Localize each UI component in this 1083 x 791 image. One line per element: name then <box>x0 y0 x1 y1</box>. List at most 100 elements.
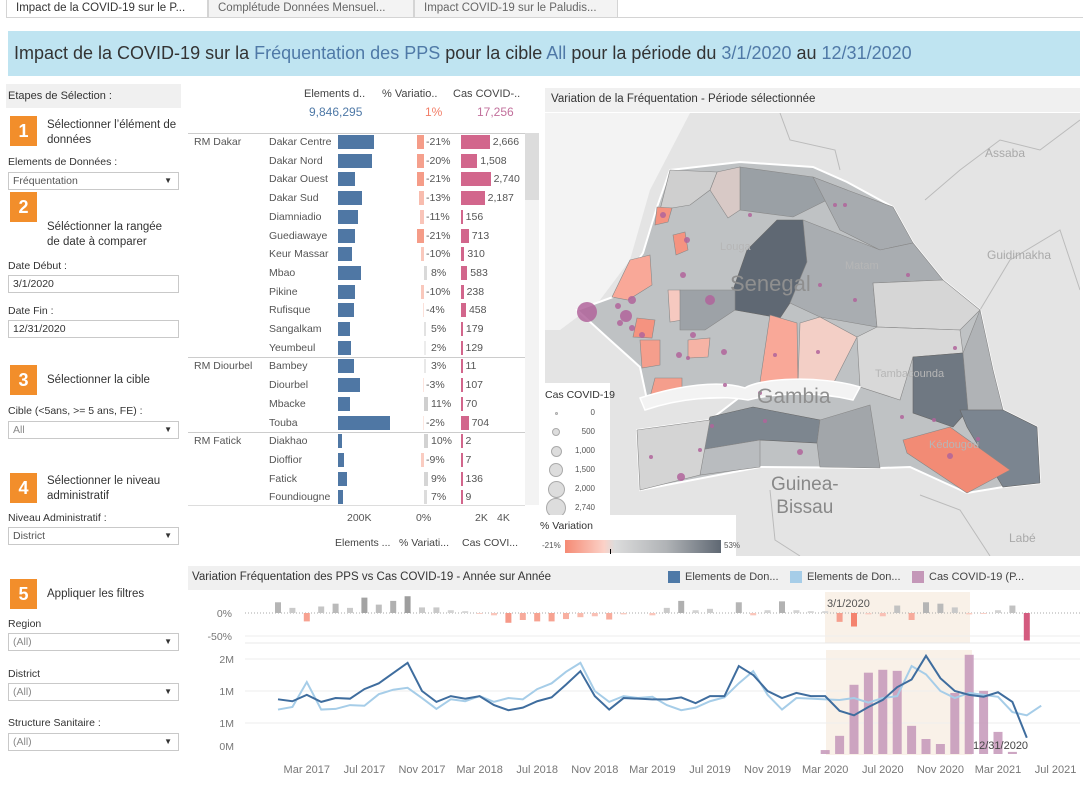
yoy-bar[interactable] <box>937 603 944 613</box>
covid-cases-bar[interactable] <box>863 672 873 754</box>
covid-cases-bar[interactable] <box>849 684 859 754</box>
yoy-bar[interactable] <box>750 613 757 616</box>
yoy-bar[interactable] <box>923 602 929 613</box>
covid-case-dot[interactable] <box>900 415 904 419</box>
yoy-bar[interactable] <box>419 607 425 613</box>
table-row[interactable]: Diourbel -3% 107 <box>188 376 525 394</box>
yoy-bar[interactable] <box>275 602 281 613</box>
yoy-bar[interactable] <box>995 610 1001 613</box>
table-row[interactable]: Diamniadio -11% 156 <box>188 208 525 226</box>
district-region[interactable] <box>632 317 656 339</box>
legend-label[interactable]: Elements de Don... <box>685 571 779 583</box>
covid-case-dot[interactable] <box>677 473 685 481</box>
district-region[interactable] <box>687 337 711 359</box>
legend-label[interactable]: Elements de Don... <box>807 571 901 583</box>
covid-cases-bar[interactable] <box>892 670 902 754</box>
yoy-bar[interactable] <box>519 613 526 620</box>
yoy-bar[interactable] <box>361 597 368 613</box>
yoy-bar[interactable] <box>879 613 886 617</box>
yoy-bar[interactable] <box>1023 613 1030 641</box>
covid-case-dot[interactable] <box>628 296 636 304</box>
header-variation[interactable]: % Variatio.. <box>382 88 438 100</box>
covid-case-dot[interactable] <box>698 448 702 452</box>
table-row[interactable]: Touba -2% 704 <box>188 414 525 432</box>
date-end-input[interactable]: 12/31/2020 <box>8 320 179 338</box>
district-region[interactable] <box>672 231 689 256</box>
covid-case-dot[interactable] <box>690 332 696 338</box>
yoy-bar[interactable] <box>375 604 382 613</box>
yoy-bar[interactable] <box>779 601 785 613</box>
header-cases[interactable]: Cas COVID-.. <box>453 88 521 100</box>
covid-case-dot[interactable] <box>932 418 936 422</box>
yoy-bar[interactable] <box>303 613 310 622</box>
element-select[interactable]: Fréquentation ▼ <box>8 172 179 190</box>
yoy-bar[interactable] <box>735 602 742 613</box>
structure-select[interactable]: (All) ▼ <box>8 733 179 751</box>
yoy-bar[interactable] <box>822 611 829 613</box>
covid-case-dot[interactable] <box>639 332 645 338</box>
table-row[interactable]: Sangalkam 5% 179 <box>188 320 525 338</box>
covid-case-dot[interactable] <box>843 203 847 207</box>
covid-case-dot[interactable] <box>906 273 910 277</box>
covid-case-dot[interactable] <box>615 303 621 309</box>
covid-case-dot[interactable] <box>629 325 635 331</box>
covid-case-dot[interactable] <box>620 310 632 322</box>
date-start-input[interactable]: 3/1/2020 <box>8 275 179 293</box>
table-row[interactable]: Fatick 9% 136 <box>188 470 525 488</box>
covid-case-dot[interactable] <box>773 353 777 357</box>
yoy-bar[interactable] <box>764 610 771 613</box>
table-row[interactable]: Yeumbeul 2% 129 <box>188 339 525 357</box>
district-region[interactable] <box>659 169 718 211</box>
district-region[interactable] <box>639 339 661 369</box>
yoy-bar[interactable] <box>462 611 469 613</box>
covid-cases-bar[interactable] <box>935 744 945 754</box>
covid-case-dot[interactable] <box>818 283 822 287</box>
tab-completude-donnees[interactable]: Complétude Données Mensuel... <box>208 0 414 18</box>
yoy-bar[interactable] <box>692 610 699 613</box>
district-region[interactable] <box>797 316 858 391</box>
yoy-bar[interactable] <box>851 613 857 627</box>
yoy-bar[interactable] <box>865 613 872 615</box>
table-row[interactable]: Bambey 3% 11 <box>188 357 525 375</box>
tab-impact-covid-frequentation[interactable]: Impact de la COVID-19 sur le P... <box>6 0 208 18</box>
yoy-bar[interactable] <box>548 613 555 622</box>
yoy-bar[interactable] <box>606 613 613 620</box>
covid-cases-bar[interactable] <box>950 692 960 754</box>
yoy-bar[interactable] <box>980 613 987 614</box>
yoy-bar[interactable] <box>663 607 670 613</box>
table-row[interactable]: Dakar Nord -20% 1,508 <box>188 152 525 170</box>
table-row[interactable]: Mbacke 11% 70 <box>188 395 525 413</box>
covid-cases-bar[interactable] <box>1007 751 1017 754</box>
yoy-bar[interactable] <box>433 607 440 613</box>
district-region[interactable] <box>912 352 969 428</box>
covid-case-dot[interactable] <box>705 295 715 305</box>
region-select[interactable]: (All) ▼ <box>8 633 179 651</box>
table-row[interactable]: Rufisque -4% 458 <box>188 301 525 319</box>
covid-case-dot[interactable] <box>853 298 857 302</box>
covid-case-dot[interactable] <box>684 237 690 243</box>
covid-cases-bar[interactable] <box>964 654 974 754</box>
yoy-bar[interactable] <box>591 613 598 617</box>
district-region[interactable] <box>816 404 881 469</box>
covid-case-dot[interactable] <box>816 350 820 354</box>
covid-cases-bar[interactable] <box>835 735 845 754</box>
yoy-bar[interactable] <box>390 600 397 613</box>
covid-case-dot[interactable] <box>660 212 666 218</box>
yoy-bar[interactable] <box>491 613 497 616</box>
yoy-bar[interactable] <box>707 608 713 613</box>
covid-cases-bar[interactable] <box>921 739 931 754</box>
yoy-bar[interactable] <box>793 610 800 613</box>
covid-case-dot[interactable] <box>676 352 682 358</box>
covid-case-dot[interactable] <box>947 453 953 459</box>
yoy-bar[interactable] <box>563 613 569 620</box>
covid-cases-bar[interactable] <box>907 725 917 754</box>
table-row[interactable]: Dakar Ouest -21% 2,740 <box>188 170 525 188</box>
district-region[interactable] <box>962 308 1004 411</box>
yoy-bar[interactable] <box>678 600 685 613</box>
table-row[interactable]: Dioffior -9% 7 <box>188 451 525 469</box>
table-row[interactable]: Keur Massar -10% 310 <box>188 245 525 263</box>
district-region[interactable] <box>636 419 711 491</box>
table-row[interactable]: Foundiougne 7% 9 <box>188 488 525 506</box>
yoy-bar[interactable] <box>577 613 584 618</box>
covid-case-dot[interactable] <box>577 302 597 322</box>
